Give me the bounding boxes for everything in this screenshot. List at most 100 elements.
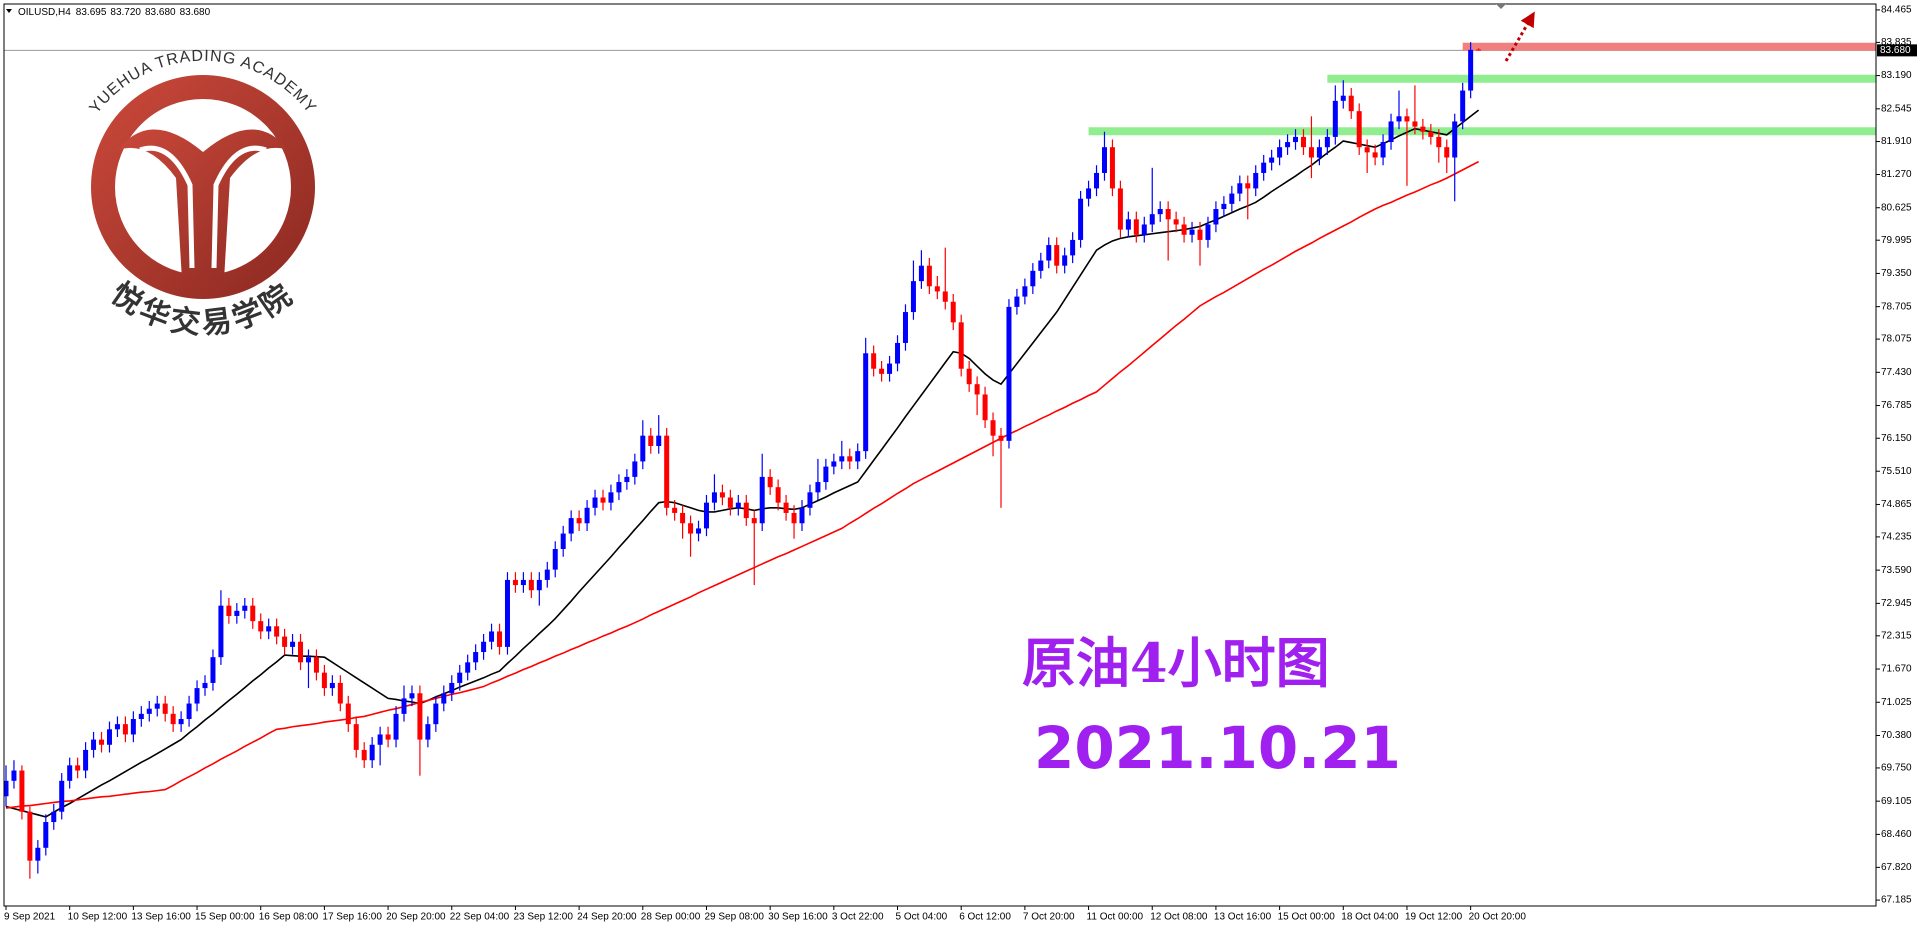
x-tick-label: 15 Sep 00:00 bbox=[195, 912, 255, 923]
candle-body bbox=[3, 780, 9, 797]
candle-body bbox=[1332, 100, 1338, 137]
logo-emblem-lines bbox=[139, 145, 267, 269]
candle-body bbox=[83, 749, 89, 771]
candle-body bbox=[560, 533, 566, 550]
candle-body bbox=[481, 641, 487, 653]
candle-body bbox=[640, 435, 646, 462]
candle-body bbox=[1348, 95, 1354, 112]
candle-body bbox=[902, 312, 908, 343]
y-tick-label: 73.590 bbox=[1881, 565, 1912, 576]
y-tick-label: 80.625 bbox=[1881, 202, 1912, 213]
candle-body bbox=[162, 703, 168, 714]
y-tick-label: 74.235 bbox=[1881, 532, 1912, 543]
candle-body bbox=[1189, 229, 1195, 235]
candle-body bbox=[274, 626, 280, 637]
candle-body bbox=[887, 363, 893, 374]
x-tick-label: 22 Sep 04:00 bbox=[450, 912, 510, 923]
price-box bbox=[1877, 44, 1917, 57]
x-tick-label: 9 Sep 2021 bbox=[4, 912, 56, 923]
candle-body bbox=[1237, 183, 1243, 194]
candle-body bbox=[616, 482, 622, 493]
candle-body bbox=[1157, 209, 1163, 215]
moving-average bbox=[5, 109, 1480, 818]
candle-body bbox=[1420, 126, 1426, 132]
moving-average bbox=[5, 160, 1479, 809]
candle-body bbox=[1245, 183, 1251, 189]
y-tick-label: 84.465 bbox=[1881, 5, 1912, 16]
plot-frame bbox=[3, 3, 1877, 907]
candle-body bbox=[743, 502, 749, 519]
candle-body bbox=[67, 765, 73, 781]
y-tick-label: 74.865 bbox=[1881, 499, 1912, 510]
candle-body bbox=[1117, 188, 1123, 230]
candle-body bbox=[879, 368, 885, 374]
candle-body bbox=[950, 301, 956, 323]
x-tick-label: 5 Oct 04:00 bbox=[896, 912, 948, 923]
y-tick-label: 83.835 bbox=[1881, 37, 1912, 48]
candle-body bbox=[1165, 209, 1171, 220]
candle-body bbox=[202, 682, 208, 689]
y-tick-label: 82.545 bbox=[1881, 103, 1912, 114]
candle-body bbox=[672, 507, 678, 513]
candle-body bbox=[497, 631, 503, 647]
candle-body bbox=[1380, 142, 1386, 158]
candle-body bbox=[1340, 95, 1346, 101]
close-label: 83.680 bbox=[180, 7, 211, 18]
candle-body bbox=[974, 384, 980, 395]
y-tick-label: 69.105 bbox=[1881, 796, 1912, 807]
x-tick-label: 11 Oct 00:00 bbox=[1087, 912, 1144, 923]
candle-body bbox=[59, 780, 65, 812]
candle-body bbox=[35, 847, 41, 861]
candle-body bbox=[1022, 286, 1028, 297]
candle-body bbox=[990, 420, 996, 436]
candle-body bbox=[823, 466, 829, 483]
candle-body bbox=[1229, 193, 1235, 204]
candle-body bbox=[377, 734, 383, 745]
x-tick-label: 28 Sep 00:00 bbox=[641, 912, 701, 923]
candle-body bbox=[99, 739, 105, 745]
candle-body bbox=[1006, 306, 1012, 441]
x-tick-label: 30 Sep 16:00 bbox=[768, 912, 828, 923]
candle-body bbox=[1356, 111, 1362, 148]
candle-body bbox=[942, 291, 948, 302]
candle-body bbox=[1014, 296, 1020, 307]
candle-body bbox=[751, 518, 757, 524]
candle-body bbox=[1404, 116, 1410, 122]
menu-triangle[interactable] bbox=[6, 9, 12, 13]
candle-body bbox=[831, 461, 837, 467]
candle-body bbox=[226, 605, 232, 616]
candle-body bbox=[1476, 49, 1482, 51]
y-tick-label: 81.270 bbox=[1881, 169, 1912, 180]
candle-body bbox=[799, 507, 805, 524]
candle-body bbox=[1253, 172, 1259, 189]
candle-body bbox=[1364, 147, 1370, 153]
candle-body bbox=[1094, 172, 1100, 189]
candle-body bbox=[839, 456, 845, 462]
candle-body bbox=[51, 811, 57, 823]
logo-ring bbox=[91, 75, 315, 299]
candle-body bbox=[473, 652, 479, 663]
candle-body bbox=[1293, 136, 1299, 143]
candle-body bbox=[313, 657, 319, 673]
candle-body bbox=[1213, 209, 1219, 225]
candle-body bbox=[528, 579, 534, 591]
candle-body bbox=[242, 605, 248, 611]
candle-body bbox=[1285, 142, 1291, 148]
candle-body bbox=[1460, 90, 1466, 122]
candle-body bbox=[465, 662, 471, 673]
y-tick-label: 78.705 bbox=[1881, 301, 1912, 312]
candle-body bbox=[146, 708, 152, 714]
candle-body bbox=[568, 518, 574, 534]
candle-body bbox=[664, 435, 670, 508]
candle-body bbox=[1101, 147, 1107, 173]
shift-marker bbox=[1496, 4, 1506, 9]
candle-body bbox=[1277, 147, 1283, 158]
candle-body bbox=[130, 719, 136, 735]
candle-body bbox=[1078, 198, 1084, 240]
candle-body bbox=[290, 641, 296, 647]
candle-body bbox=[1133, 219, 1139, 235]
candle-body bbox=[576, 518, 582, 524]
candle-body bbox=[369, 744, 375, 761]
